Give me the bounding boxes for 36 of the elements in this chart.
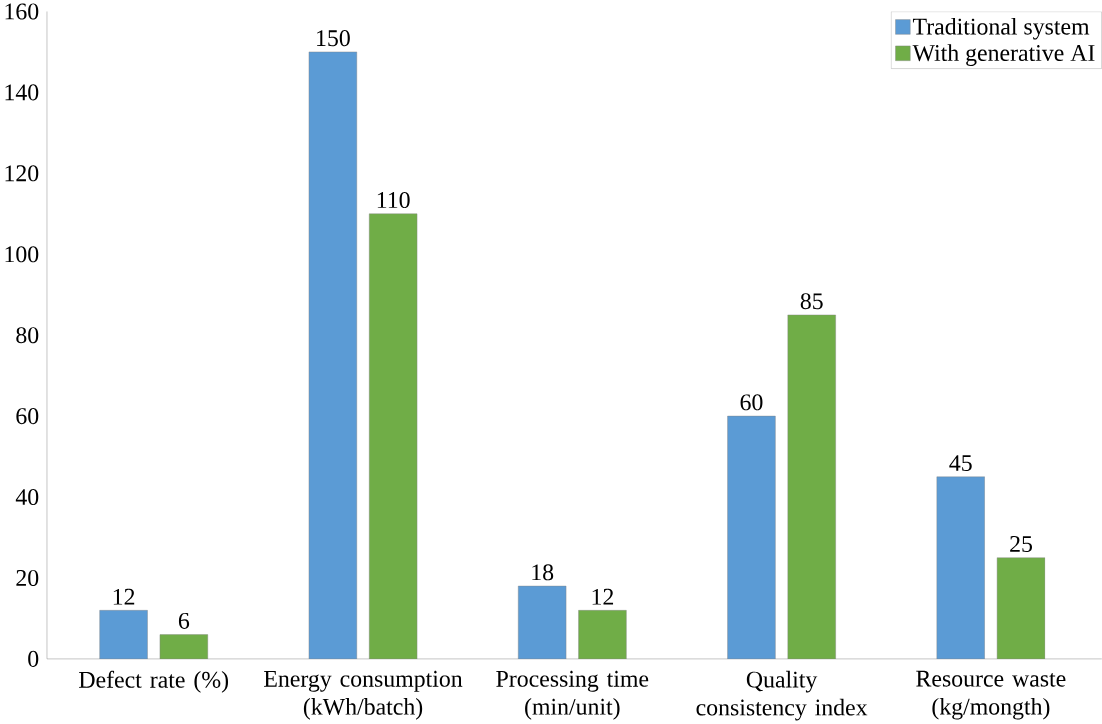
x-tick-label: Defect rate (%) (79, 670, 229, 693)
bar (159, 634, 208, 659)
bar (787, 314, 836, 659)
data-label: 60 (740, 394, 763, 411)
bar (727, 415, 776, 659)
y-tick-label: 40 (15, 489, 39, 506)
y-tick-label: 20 (16, 569, 39, 587)
data-label: 45 (949, 455, 972, 472)
data-label: 12 (592, 588, 614, 605)
data-label: 85 (800, 293, 823, 310)
legend-label: With generative AI (912, 44, 1095, 66)
bar (99, 610, 148, 659)
data-label: 12 (113, 588, 135, 605)
data-label: 25 (1010, 536, 1032, 553)
x-tick-label: Processing time (min/unit) (496, 670, 649, 720)
bar (936, 476, 985, 659)
data-label: 150 (317, 30, 350, 47)
bar (578, 610, 627, 659)
y-tick-label: 60 (16, 408, 39, 425)
data-label: 6 (178, 612, 190, 629)
legend-label: Traditional system (912, 17, 1090, 40)
y-tick-label: 140 (5, 84, 39, 101)
bar (996, 557, 1046, 659)
data-label: 18 (532, 564, 554, 581)
y-tick-label: 100 (5, 246, 39, 263)
x-tick-label: Quality consistency index (696, 670, 868, 721)
y-tick-label: 120 (5, 165, 39, 182)
bar (308, 51, 357, 659)
x-tick-label: Energy consumption (kWh/batch) (264, 670, 463, 720)
bar (369, 213, 418, 659)
x-tick-label: Resource waste (kg/mongth) (916, 670, 1066, 720)
y-tick-label: 160 (5, 3, 39, 20)
y-tick-label: 80 (16, 327, 39, 344)
data-label: 110 (377, 192, 410, 209)
bar (518, 585, 567, 659)
y-tick-label: 0 (28, 650, 39, 667)
